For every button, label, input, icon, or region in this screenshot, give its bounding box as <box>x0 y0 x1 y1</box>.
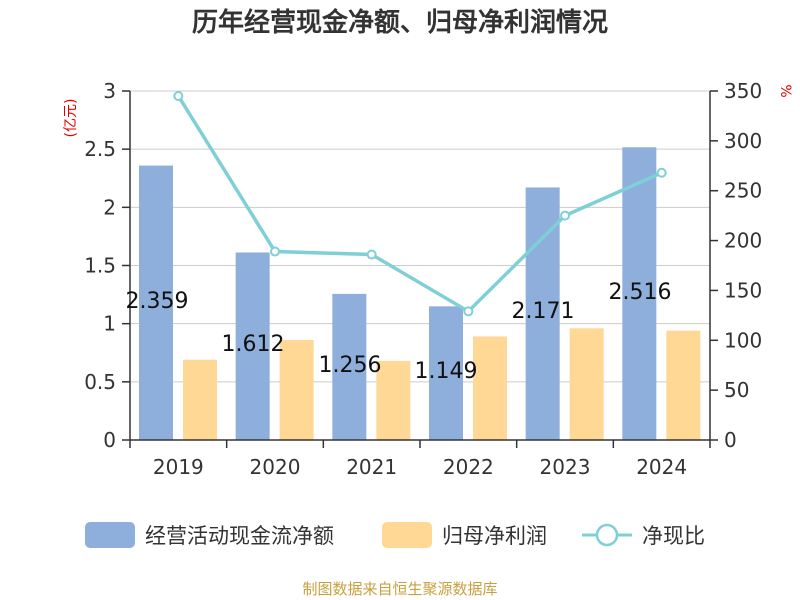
bar-series <box>139 147 701 440</box>
bar-cashflow <box>525 187 560 440</box>
legend-label-cashflow: 经营活动现金流净额 <box>145 524 334 548</box>
right-tick-label: 150 <box>724 278 762 302</box>
left-tick-label: 1.5 <box>84 254 116 278</box>
data-label-cashflow: 2.516 <box>609 280 672 305</box>
right-tick-label: 50 <box>724 378 749 402</box>
x-tick-label: 2021 <box>346 455 397 479</box>
bar-netprofit <box>473 336 507 440</box>
bar-netprofit <box>569 328 604 440</box>
source-note: 制图数据来自恒生聚源数据库 <box>302 580 497 598</box>
bar-netprofit <box>183 359 217 440</box>
data-label-cashflow: 1.256 <box>319 353 382 378</box>
grid-lines <box>130 90 710 441</box>
bar-cashflow <box>139 165 173 440</box>
bar-cashflow <box>235 252 270 440</box>
x-tick-label: 2024 <box>636 455 687 479</box>
x-tick-label: 2019 <box>153 455 204 479</box>
bar-netprofit <box>279 339 314 440</box>
legend-marker-ratio <box>595 523 619 547</box>
left-tick-label: 0.5 <box>84 370 116 394</box>
ratio-marker <box>560 210 570 221</box>
legend-label-netprofit: 归母净利润 <box>442 524 547 548</box>
left-tick-label: 3 <box>103 79 116 103</box>
bar-cashflow <box>429 306 463 440</box>
legend-swatch-cashflow <box>85 522 135 548</box>
bar-cashflow <box>622 147 657 440</box>
bar-netprofit <box>666 330 701 440</box>
bar-netprofit <box>376 360 411 440</box>
left-tick-label: 1 <box>103 312 116 336</box>
right-tick-label: 300 <box>724 129 762 153</box>
ratio-marker <box>463 306 474 317</box>
x-tick-label: 2022 <box>443 455 494 479</box>
legend-swatch-netprofit <box>382 522 432 548</box>
data-labels: 2.359 1.612 1.256 1.149 2.171 2.516 <box>126 280 672 384</box>
left-tick-label: 2.5 <box>84 137 116 161</box>
ratio-marker <box>173 90 184 101</box>
line-series <box>173 90 667 317</box>
ratio-marker <box>656 167 667 178</box>
x-tick-label: 2020 <box>250 455 301 479</box>
right-tick-label: 100 <box>724 328 762 352</box>
legend-label-ratio: 净现比 <box>642 524 705 548</box>
ratio-marker <box>270 246 280 257</box>
right-tick-label: 250 <box>724 179 762 203</box>
data-label-cashflow: 2.359 <box>126 289 189 314</box>
x-tick-label: 2023 <box>540 455 591 479</box>
right-tick-label: 350 <box>724 79 762 103</box>
ratio-marker <box>366 249 377 260</box>
data-label-cashflow: 2.171 <box>512 299 575 324</box>
left-tick-label: 0 <box>103 428 116 452</box>
data-label-cashflow: 1.612 <box>222 332 285 357</box>
chart-title: 历年经营现金净额、归母净利润情况 <box>192 7 608 38</box>
right-tick-label: 200 <box>724 229 762 253</box>
data-label-cashflow: 1.149 <box>415 359 478 384</box>
left-axis-unit: (亿元) <box>63 99 79 138</box>
legend: 经营活动现金流净额 归母净利润 净现比 <box>85 522 705 548</box>
left-tick-label: 2 <box>103 195 116 219</box>
right-tick-label: 0 <box>724 428 737 452</box>
axes: 0 0.5 1 1.5 2 2.5 3 0 50 100 150 200 250 300 350 2019 20… <box>84 79 762 479</box>
ratio-line <box>176 95 663 314</box>
bar-cashflow <box>332 293 367 440</box>
right-axis-unit: % <box>777 84 793 97</box>
